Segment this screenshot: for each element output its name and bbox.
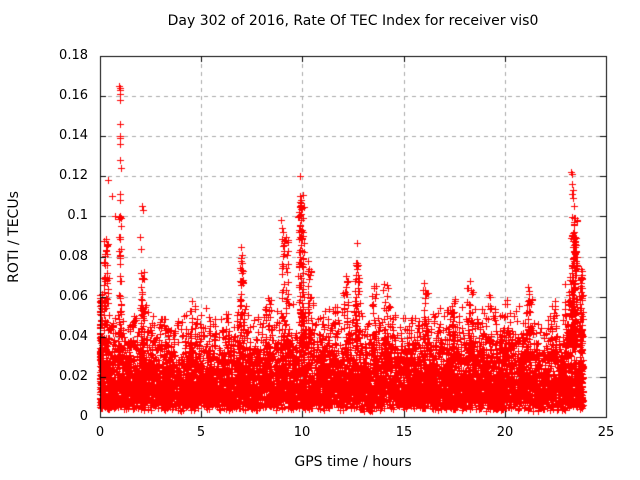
- x-tick-label: 10: [293, 425, 311, 440]
- y-tick-label: 0.16: [59, 88, 88, 103]
- y-tick-label: 0.08: [59, 249, 88, 264]
- x-tick-label: 15: [395, 425, 413, 440]
- y-tick-label: 0.06: [59, 289, 88, 304]
- y-tick-label: 0: [79, 409, 88, 424]
- y-tick-label: 0.18: [59, 48, 88, 63]
- y-tick-label: 0.12: [59, 168, 88, 183]
- y-tick-label: 0.1: [67, 208, 88, 223]
- x-axis-label: GPS time / hours: [294, 454, 412, 470]
- x-tick-label: 20: [496, 425, 514, 440]
- y-tick-label: 0.02: [59, 369, 88, 384]
- x-tick-label: 25: [597, 425, 615, 440]
- x-tick-label: 5: [196, 425, 206, 440]
- y-axis-label: ROTI / TECUs: [6, 191, 22, 283]
- y-tick-label: 0.14: [59, 128, 88, 143]
- chart-title: Day 302 of 2016, Rate Of TEC Index for r…: [167, 13, 539, 29]
- y-tick-label: 0.04: [59, 329, 88, 344]
- x-tick-label: 0: [95, 425, 105, 440]
